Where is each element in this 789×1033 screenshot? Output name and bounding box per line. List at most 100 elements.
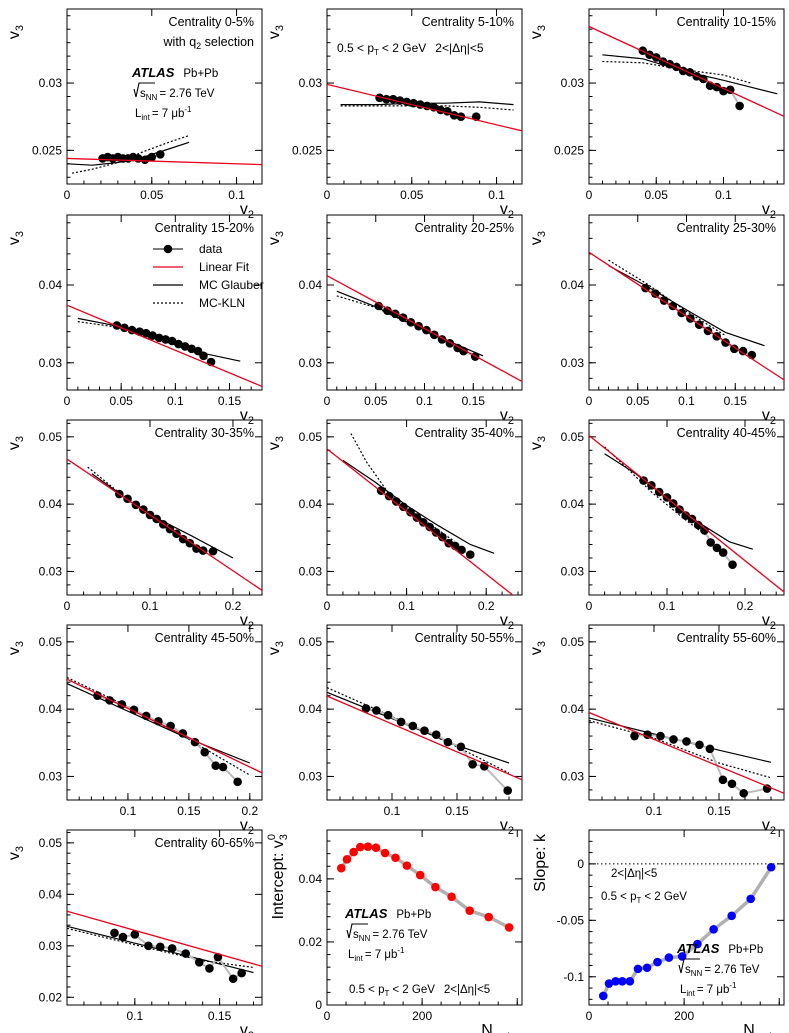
plot-frame bbox=[326, 214, 523, 391]
energy-value: = 2.76 TeV bbox=[372, 929, 427, 941]
panel-title: Centrality 30-35% bbox=[155, 426, 254, 440]
x-axis-label: v2 bbox=[762, 612, 776, 632]
plot-frame bbox=[66, 624, 263, 801]
data-point bbox=[653, 957, 662, 967]
data-point bbox=[415, 870, 425, 880]
y-tick-label: 0.03 bbox=[39, 356, 63, 370]
energy-value: = 2.76 TeV bbox=[704, 964, 759, 976]
y-tick-label: 0.03 bbox=[299, 76, 323, 90]
panel-title: Centrality 45-50% bbox=[155, 631, 254, 645]
x-tick-label: 0.1 bbox=[142, 599, 159, 613]
data-point bbox=[419, 518, 428, 527]
plot-frame bbox=[588, 829, 785, 1006]
y-axis-label-sub: 3 bbox=[14, 846, 26, 852]
intercept-kinematics: 0.5 < pT < 2 GeV 2<|Δη|<5 bbox=[349, 984, 490, 998]
pt-tail: < 2 GeV bbox=[382, 41, 426, 55]
energy-sub: NN bbox=[359, 934, 371, 943]
data-trend-line bbox=[114, 932, 243, 981]
sqrt-icon bbox=[346, 923, 368, 939]
y-axis-label: v3 bbox=[528, 436, 548, 450]
data-point bbox=[727, 911, 736, 921]
q2-selection-label: with q2 selection bbox=[163, 35, 255, 51]
data-point bbox=[695, 740, 704, 750]
panel-10-15-centrality: 0 0.05 0.1 0.025 0.03 Centrality 10-15% v3 v2 bbox=[528, 8, 785, 221]
x-axis-label: v2 bbox=[762, 201, 776, 221]
x-tick-label: 0 bbox=[64, 394, 71, 408]
mc-kln-line bbox=[327, 687, 510, 774]
y-axis-label-sub: 3 bbox=[278, 834, 290, 840]
data-point bbox=[718, 775, 728, 785]
x-axis-label-sub: 2 bbox=[248, 620, 254, 632]
kinematics-label: 0.5 < pT < 2 GeV 2<|Δη|<5 bbox=[337, 41, 484, 57]
data-point bbox=[406, 507, 415, 517]
y-axis-label-sub: 3 bbox=[14, 25, 26, 31]
y-tick-label: 0.02 bbox=[39, 990, 63, 1004]
y-axis-label: v3 bbox=[6, 231, 26, 245]
data-point bbox=[130, 930, 140, 939]
data-point bbox=[208, 546, 218, 556]
data-point bbox=[237, 968, 246, 978]
lumi-label: Lint = 7 μb-1 bbox=[135, 105, 192, 122]
plot-area bbox=[327, 83, 522, 132]
pt-tail: < 2 GeV bbox=[392, 984, 435, 996]
plot-area bbox=[67, 304, 262, 388]
data-point bbox=[228, 974, 238, 984]
y-tick-label: 0.05 bbox=[299, 430, 323, 444]
plot-frame bbox=[588, 624, 785, 801]
data-point bbox=[656, 731, 665, 741]
plot-area bbox=[327, 433, 514, 595]
y-tick-label: 0.05 bbox=[39, 635, 63, 649]
data-point bbox=[380, 848, 390, 858]
lumi-label: Lint = 7 μb-1 bbox=[680, 981, 737, 998]
panel-intercept: 0 200 0 0.02 0.04 Npart Intercept: v30 ATLAS Pb+… bbox=[266, 829, 523, 1033]
data-point bbox=[181, 949, 190, 958]
energy-s: s bbox=[353, 929, 359, 941]
mc-kln-line bbox=[589, 720, 772, 779]
data-point bbox=[383, 306, 392, 315]
legend-fit-label: Linear Fit bbox=[199, 260, 250, 274]
x-tick-label: 0.1 bbox=[659, 599, 676, 613]
y-axis-label: Intercept: v30 bbox=[266, 834, 290, 919]
mc-kln-line bbox=[604, 446, 715, 542]
y-axis-label-sub: 3 bbox=[14, 641, 26, 647]
x-tick-label: 0 bbox=[64, 599, 71, 613]
linear-fit-line bbox=[67, 678, 262, 774]
data-point bbox=[141, 328, 151, 338]
data-point bbox=[355, 842, 365, 852]
data-point bbox=[700, 526, 709, 535]
data-point bbox=[706, 538, 715, 547]
panel-40-45-centrality: 0 0.1 0.2 0.03 0.04 0.05 Centrality 40-45% v3 v2 bbox=[528, 419, 785, 632]
panel-35-40-centrality: 0 0.1 0.2 0.03 0.04 0.05 Centrality 35-40% v3 v2 bbox=[266, 419, 523, 632]
energy-label: sNN = 2.76 TeV bbox=[353, 929, 428, 943]
y-tick-label: 0.025 bbox=[32, 143, 62, 157]
y-axis-label: v3 bbox=[6, 25, 26, 39]
y-tick-label: 0.04 bbox=[561, 278, 585, 292]
x-axis-label-sub: 2 bbox=[508, 825, 514, 837]
y-tick-label: 0.03 bbox=[561, 356, 585, 370]
data-point bbox=[140, 155, 150, 165]
y-tick-label: 0.03 bbox=[39, 769, 63, 783]
y-tick-label: 0 bbox=[577, 857, 584, 871]
lumi-sup: -1 bbox=[397, 946, 405, 955]
data-point bbox=[218, 762, 228, 772]
panel-55-60-centrality: 0.1 0.15 0.03 0.04 0.05 Centrality 55-60% v3 v2 bbox=[528, 624, 785, 837]
y-tick-label: 0.03 bbox=[39, 939, 63, 953]
data-point bbox=[374, 301, 383, 311]
y-axis-label: v3 bbox=[266, 436, 286, 450]
data-point bbox=[504, 923, 514, 932]
y-tick-label: 0.05 bbox=[561, 635, 585, 649]
y-axis-label-sub: 3 bbox=[536, 25, 548, 31]
linear-fit-line bbox=[67, 910, 262, 967]
data-point bbox=[611, 976, 620, 986]
data-point bbox=[408, 721, 418, 731]
data-point bbox=[194, 957, 204, 967]
y-tick-label: -0.1 bbox=[563, 970, 584, 984]
panel-0-annotations: with q2 selection ATLAS Pb+Pb sNN = 2.76 TeV… bbox=[131, 35, 254, 122]
data-point bbox=[372, 706, 381, 715]
lumi-label: Lint = 7 μb-1 bbox=[348, 946, 405, 963]
pt-tail: < 2 GeV bbox=[644, 891, 687, 903]
x-axis-label: Npart bbox=[481, 1022, 510, 1033]
linear-fit-line bbox=[327, 695, 522, 781]
x-tick-label: 0 bbox=[586, 394, 593, 408]
x-axis-label: v2 bbox=[240, 612, 254, 632]
